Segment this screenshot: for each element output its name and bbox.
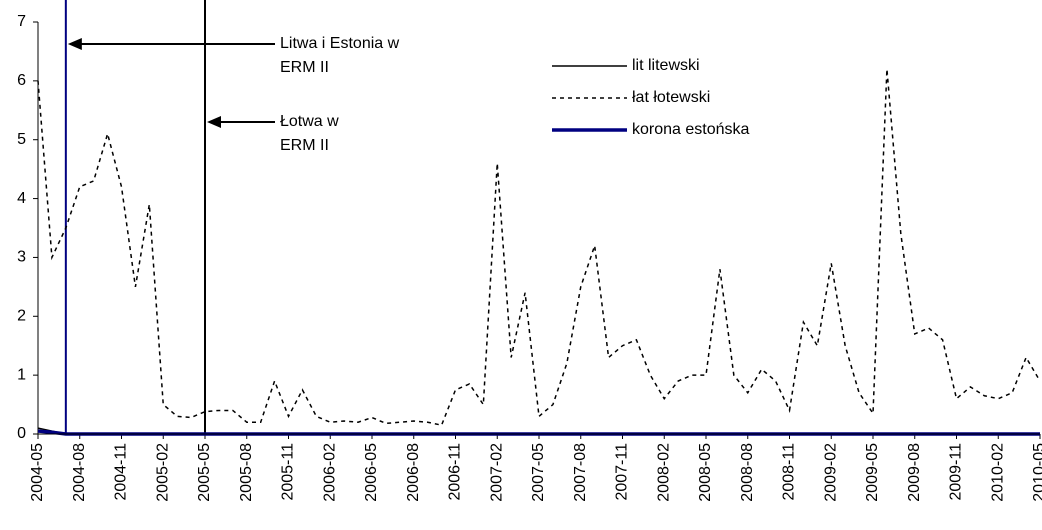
legend-label: korona estońska <box>632 121 750 138</box>
y-tick-label: 0 <box>17 425 26 442</box>
x-tick-label: 2004-08 <box>71 443 88 502</box>
x-tick-label: 2006-05 <box>363 443 380 502</box>
y-tick-label: 4 <box>17 190 26 207</box>
x-tick-label: 2005-05 <box>196 443 213 502</box>
x-tick-label: 2004-05 <box>29 443 46 502</box>
x-tick-label: 2006-08 <box>405 443 422 502</box>
x-tick-label: 2009-11 <box>948 443 965 501</box>
legend-label: łat łotewski <box>632 89 710 106</box>
y-tick-label: 2 <box>17 308 26 325</box>
x-tick-label: 2005-11 <box>280 443 297 501</box>
y-tick-label: 7 <box>17 13 26 30</box>
series-line <box>37 69 1041 427</box>
x-tick-label: 2010-05 <box>1031 443 1042 502</box>
x-tick-label: 2009-08 <box>906 443 923 502</box>
annotation-text: Litwa i Estonia w <box>280 35 400 52</box>
x-tick-label: 2009-02 <box>822 443 839 502</box>
x-tick-label: 2004-11 <box>113 443 130 501</box>
y-tick-label: 1 <box>17 366 26 383</box>
x-tick-label: 2005-08 <box>238 443 255 502</box>
x-tick-label: 2007-05 <box>530 443 547 502</box>
arrow-head <box>207 116 221 128</box>
annotation-text: ERM II <box>280 59 329 76</box>
x-tick-label: 2008-02 <box>655 443 672 502</box>
y-tick-label: 6 <box>17 72 26 89</box>
x-tick-label: 2008-11 <box>781 443 798 501</box>
x-tick-label: 2007-11 <box>614 443 631 501</box>
x-tick-label: 2008-05 <box>697 443 714 502</box>
x-tick-label: 2006-11 <box>447 443 464 501</box>
legend-label: lit litewski <box>632 57 700 74</box>
x-tick-label: 2008-08 <box>739 443 756 502</box>
x-tick-label: 2006-02 <box>321 443 338 502</box>
arrow-head <box>67 38 82 50</box>
x-tick-label: 2009-05 <box>864 443 881 502</box>
x-tick-label: 2010-02 <box>989 443 1006 502</box>
annotation-text: ERM II <box>280 137 329 154</box>
y-tick-label: 3 <box>17 249 26 266</box>
x-tick-label: 2007-08 <box>572 443 589 502</box>
x-tick-label: 2005-02 <box>154 443 171 502</box>
x-tick-label: 2007-02 <box>488 443 505 502</box>
annotation-text: Łotwa w <box>280 113 339 130</box>
y-tick-label: 5 <box>17 131 26 148</box>
